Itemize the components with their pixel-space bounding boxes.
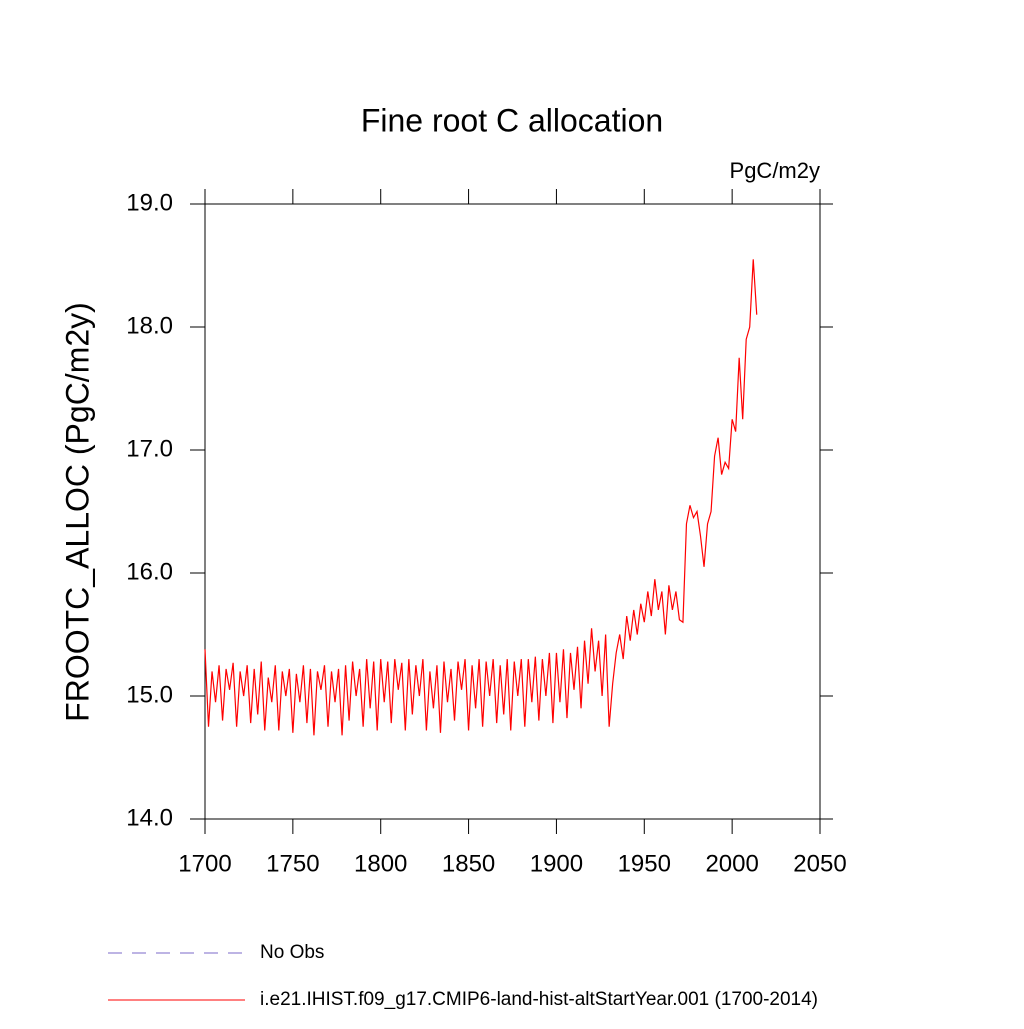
x-tick-label: 1950 [618,850,671,877]
y-tick-label: 17.0 [126,435,173,462]
plot-frame [204,203,821,820]
x-tick-label: 1700 [178,850,231,877]
y-tick-label: 15.0 [126,681,173,708]
y-tick-label: 18.0 [126,312,173,339]
chart-title: Fine root C allocation [361,102,663,138]
legend-label: i.e21.IHIST.f09_g17.CMIP6-land-hist-altS… [260,989,818,1010]
y-tick-label: 14.0 [126,804,173,831]
legend-label: No Obs [260,942,324,963]
series-line [204,259,758,736]
x-tick-label: 2050 [793,850,846,877]
x-tick-label: 1900 [530,850,583,877]
y-tick-label: 19.0 [126,189,173,216]
y-axis-label: FROOTC_ALLOC (PgC/m2y) [59,302,95,722]
y-tick-label: 16.0 [126,558,173,585]
units-label: PgC/m2y [730,158,820,183]
x-tick-label: 1850 [442,850,495,877]
x-tick-label: 2000 [705,850,758,877]
x-tick-label: 1750 [266,850,319,877]
x-tick-label: 1800 [354,850,407,877]
